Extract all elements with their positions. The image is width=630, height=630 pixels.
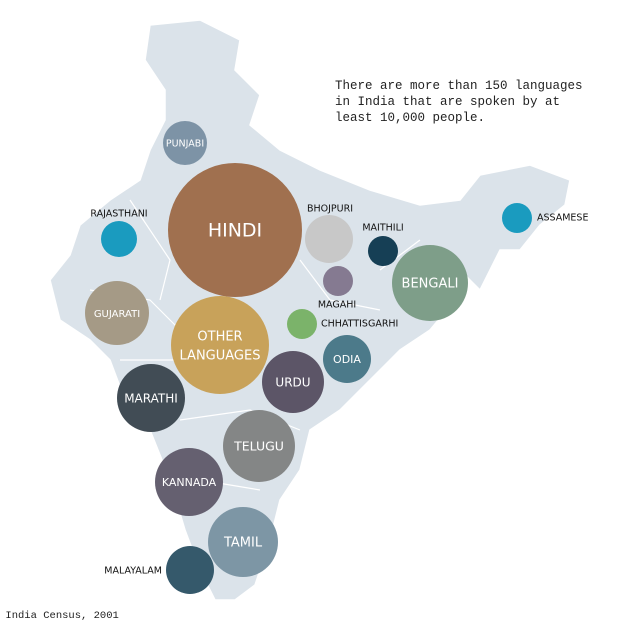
bubble bbox=[117, 364, 185, 432]
bubble bbox=[305, 215, 353, 263]
bubble bbox=[85, 281, 149, 345]
note-line: in India that are spoken by at bbox=[335, 95, 560, 109]
label: URDU bbox=[275, 376, 310, 390]
bubble bbox=[392, 245, 468, 321]
label: HINDI bbox=[208, 220, 262, 242]
bubble bbox=[155, 448, 223, 516]
label: OTHER bbox=[197, 330, 242, 345]
label: ASSAMESE bbox=[537, 213, 588, 224]
bubble bbox=[262, 351, 324, 413]
label: KANNADA bbox=[162, 476, 217, 489]
label: MAITHILI bbox=[362, 223, 403, 234]
bubble bbox=[287, 309, 317, 339]
bubble bbox=[163, 121, 207, 165]
label: TELUGU bbox=[233, 439, 284, 454]
label: MALAYALAM bbox=[104, 566, 162, 577]
label: PUNJABI bbox=[166, 139, 204, 150]
bubble bbox=[502, 203, 532, 233]
label: MARATHI bbox=[124, 392, 178, 406]
bubble bbox=[323, 335, 371, 383]
note-line: There are more than 150 languages bbox=[335, 79, 583, 93]
bubble bbox=[323, 266, 353, 296]
bubble bbox=[223, 410, 295, 482]
label: TAMIL bbox=[223, 536, 263, 551]
bubble bbox=[168, 163, 302, 297]
source: Source: India Census, 2001 bbox=[0, 610, 119, 622]
label: RAJASTHANI bbox=[90, 209, 147, 220]
bubble bbox=[101, 221, 137, 257]
bubble bbox=[368, 236, 398, 266]
label: CHHATTISGARHI bbox=[321, 319, 398, 330]
label: MAGAHI bbox=[318, 300, 356, 311]
bubble bbox=[166, 546, 214, 594]
bubble bbox=[208, 507, 278, 577]
note: There are more than 150 languages in Ind… bbox=[335, 79, 583, 125]
label: ODIA bbox=[333, 353, 361, 366]
label: GUJARATI bbox=[94, 309, 140, 320]
label: BHOJPURI bbox=[307, 204, 353, 215]
note-line: least 10,000 people. bbox=[335, 111, 485, 125]
label: BENGALI bbox=[402, 277, 459, 292]
bubble bbox=[171, 296, 269, 394]
label: LANGUAGES bbox=[180, 349, 261, 364]
